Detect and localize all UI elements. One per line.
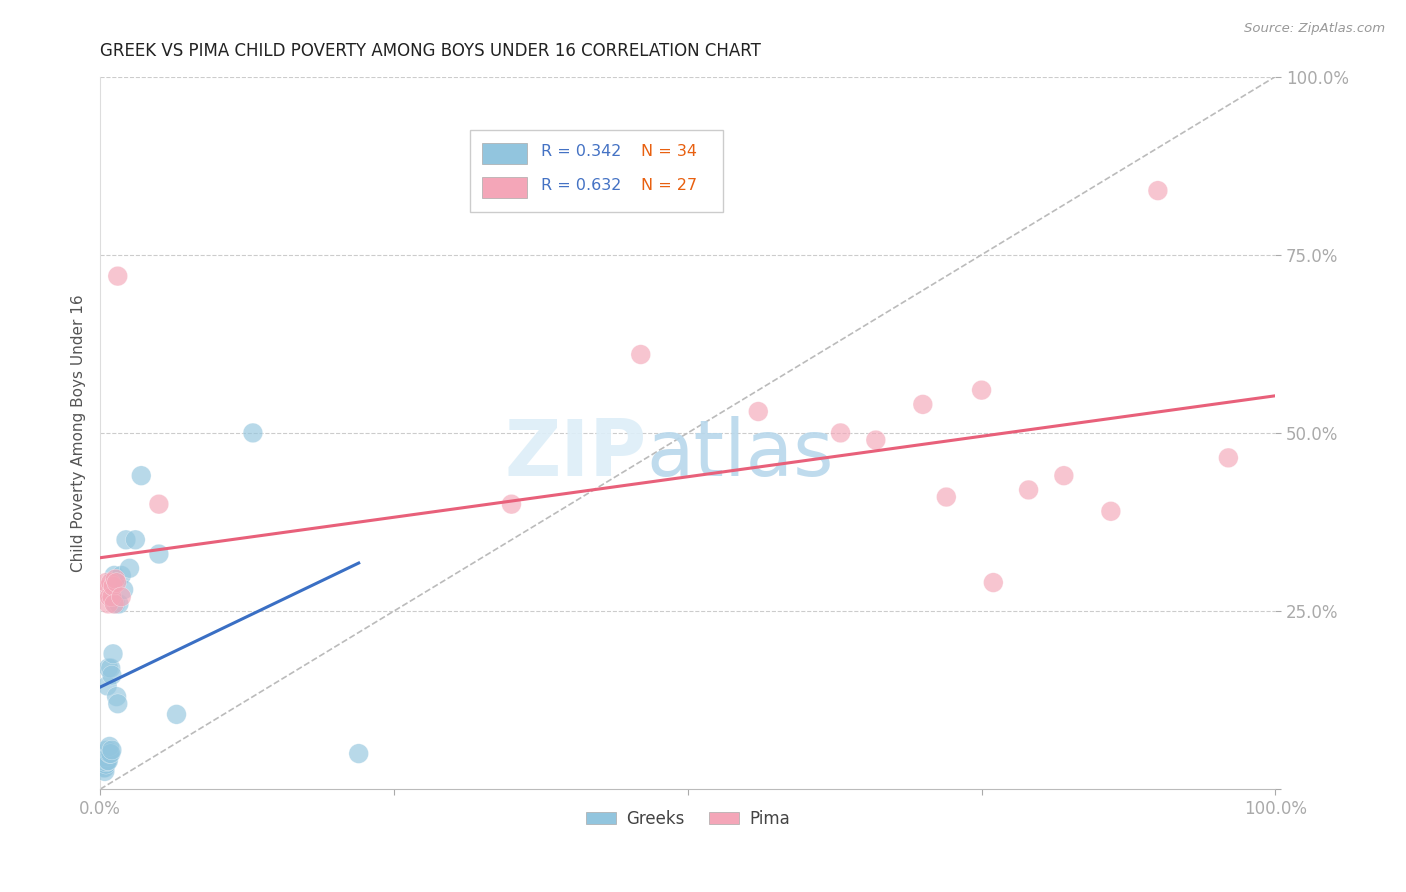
- Point: [98, 739, 121, 754]
- Point: [104, 572, 127, 586]
- Point: [110, 590, 132, 604]
- Point: [166, 707, 188, 722]
- Point: [107, 697, 129, 711]
- Point: [96, 679, 118, 693]
- Point: [94, 582, 117, 597]
- Point: [108, 597, 131, 611]
- Point: [94, 764, 117, 779]
- Point: [93, 761, 115, 775]
- Text: ZIP: ZIP: [505, 417, 647, 492]
- Point: [124, 533, 146, 547]
- Point: [1147, 184, 1170, 198]
- Point: [96, 754, 118, 768]
- FancyBboxPatch shape: [482, 178, 527, 198]
- Point: [100, 747, 122, 761]
- Point: [94, 761, 117, 775]
- Point: [970, 383, 993, 397]
- Point: [94, 747, 117, 761]
- Point: [148, 497, 170, 511]
- Text: N = 34: N = 34: [641, 144, 697, 159]
- Text: atlas: atlas: [647, 417, 834, 492]
- Point: [112, 582, 135, 597]
- Point: [865, 433, 887, 447]
- Point: [630, 347, 652, 361]
- Point: [101, 743, 124, 757]
- Point: [1018, 483, 1040, 497]
- Point: [747, 404, 769, 418]
- Point: [105, 575, 128, 590]
- Point: [98, 747, 121, 761]
- Text: R = 0.342: R = 0.342: [541, 144, 621, 159]
- Point: [104, 597, 127, 611]
- Point: [100, 661, 122, 675]
- Point: [91, 754, 114, 768]
- Point: [1099, 504, 1122, 518]
- Point: [118, 561, 141, 575]
- Point: [935, 490, 957, 504]
- Point: [107, 269, 129, 284]
- Text: R = 0.632: R = 0.632: [541, 178, 621, 194]
- Point: [830, 425, 852, 440]
- Point: [129, 468, 152, 483]
- Point: [911, 397, 934, 411]
- FancyBboxPatch shape: [471, 130, 723, 212]
- Point: [110, 568, 132, 582]
- Point: [115, 533, 138, 547]
- Point: [105, 690, 128, 704]
- Point: [94, 754, 117, 768]
- Legend: Greeks, Pima: Greeks, Pima: [579, 803, 796, 834]
- Point: [101, 579, 124, 593]
- Point: [98, 590, 121, 604]
- Point: [501, 497, 523, 511]
- Point: [242, 425, 264, 440]
- FancyBboxPatch shape: [482, 143, 527, 164]
- Point: [97, 754, 120, 768]
- Point: [101, 647, 124, 661]
- Text: Source: ZipAtlas.com: Source: ZipAtlas.com: [1244, 22, 1385, 36]
- Point: [94, 575, 117, 590]
- Point: [981, 575, 1004, 590]
- Point: [1218, 450, 1240, 465]
- Point: [97, 597, 120, 611]
- Point: [97, 661, 120, 675]
- Text: GREEK VS PIMA CHILD POVERTY AMONG BOYS UNDER 16 CORRELATION CHART: GREEK VS PIMA CHILD POVERTY AMONG BOYS U…: [100, 42, 761, 60]
- Point: [101, 668, 124, 682]
- Point: [93, 750, 115, 764]
- Point: [101, 590, 124, 604]
- Point: [103, 568, 125, 582]
- Point: [103, 597, 125, 611]
- Text: N = 27: N = 27: [641, 178, 697, 194]
- Point: [100, 575, 122, 590]
- Y-axis label: Child Poverty Among Boys Under 16: Child Poverty Among Boys Under 16: [72, 294, 86, 572]
- Point: [1053, 468, 1076, 483]
- Point: [347, 747, 370, 761]
- Point: [94, 757, 117, 772]
- Point: [148, 547, 170, 561]
